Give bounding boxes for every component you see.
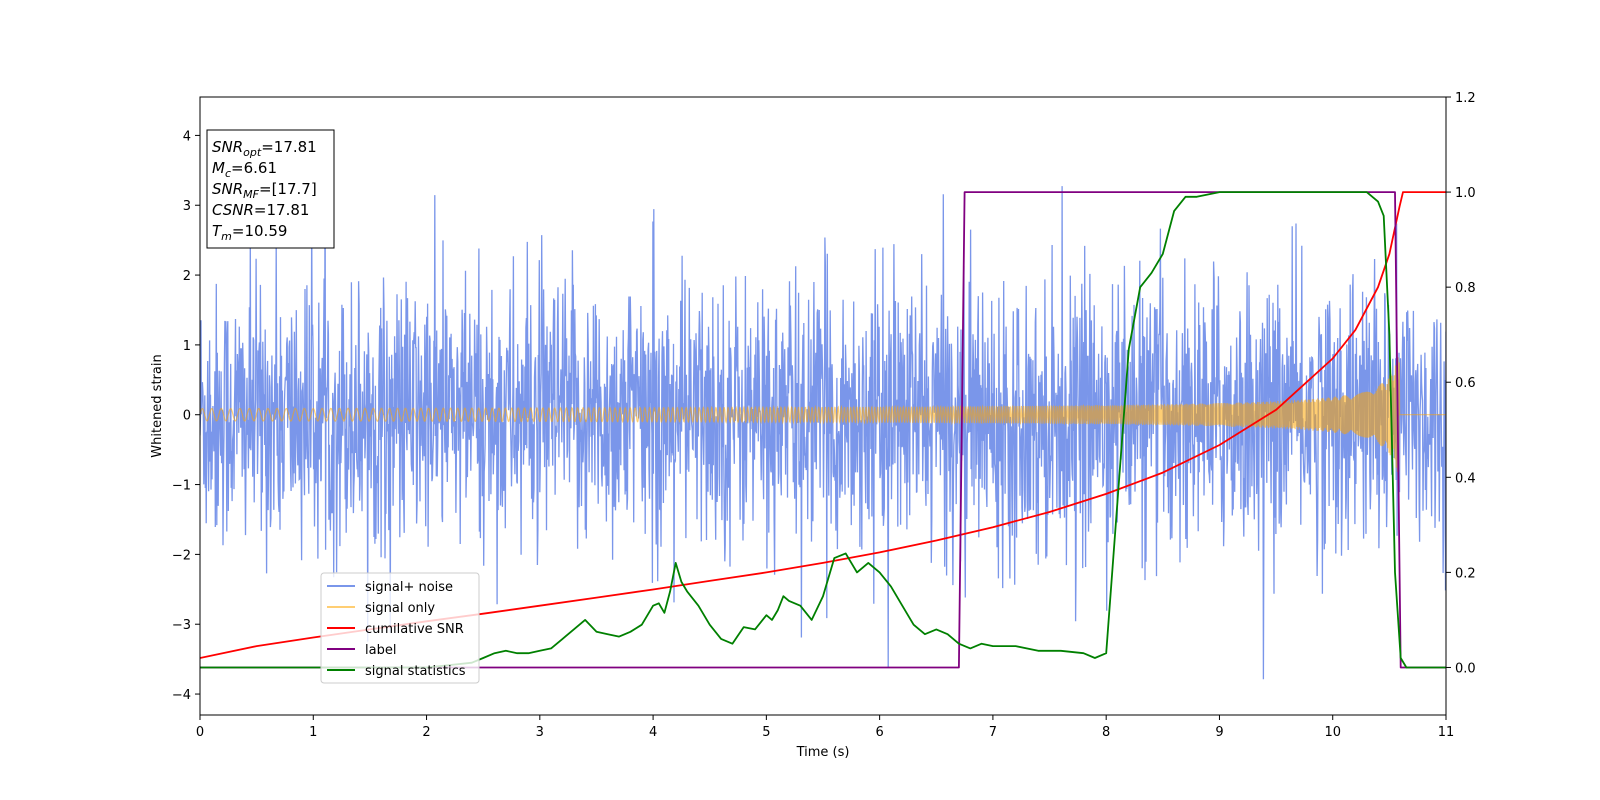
series-signal-only	[200, 357, 1446, 472]
x-tick-label: 2	[422, 725, 430, 740]
y-right-tick-label: 1.0	[1455, 186, 1476, 201]
x-tick-label: 10	[1324, 725, 1341, 740]
info-line: CSNR=17.81	[212, 201, 309, 219]
x-tick-label: 11	[1438, 725, 1455, 740]
info-line: Mc=6.61	[212, 159, 277, 180]
info-line: SNRMF=[17.7]	[212, 180, 317, 201]
y-right-tick-label: 0.2	[1455, 566, 1476, 581]
y-left-tick-label: −2	[172, 548, 191, 563]
legend-frame	[320, 572, 480, 684]
y-left-tick-label: −1	[172, 479, 191, 494]
legend: signal+ noise signal only cumilative SNR la…	[320, 572, 480, 684]
info-box-frame	[206, 129, 335, 249]
y-left-tick-label: −4	[172, 688, 191, 703]
x-tick-label: 0	[196, 725, 204, 740]
legend-label: signal statistics	[365, 664, 466, 679]
x-axis-title: Time (s)	[796, 745, 850, 760]
ticks-layer: 0 1 2 3 4 5 6 7 8 9 10 11 −4 −3 −2 −1 0 1 2 3 4 0.0 0.2 0.4 0.6 0…	[172, 91, 1476, 740]
y-left-tick-label: 0	[183, 409, 191, 424]
y-right-tick-label: 0.4	[1455, 471, 1476, 486]
y-right-tick-label: 1.2	[1455, 91, 1476, 106]
x-tick-label: 8	[1102, 725, 1110, 740]
x-tick-label: 6	[875, 725, 883, 740]
info-line: Tm=10.59	[212, 222, 287, 243]
y-left-tick-label: 2	[183, 269, 191, 284]
y-right-tick-label: 0.8	[1455, 281, 1476, 296]
series-signal-statistics	[200, 191, 1446, 669]
x-tick-label: 5	[762, 725, 770, 740]
y-left-tick-label: −3	[172, 618, 191, 633]
legend-label: label	[365, 643, 396, 658]
x-tick-label: 7	[989, 725, 997, 740]
info-box: SNRopt=17.81Mc=6.61SNRMF=[17.7]CSNR=17.8…	[206, 129, 335, 249]
x-tick-label: 4	[649, 725, 657, 740]
x-tick-label: 9	[1215, 725, 1223, 740]
y-right-tick-label: 0.0	[1455, 661, 1476, 676]
y-left-tick-label: 4	[183, 129, 191, 144]
legend-label: signal only	[365, 601, 435, 616]
legend-label: cumilative SNR	[365, 622, 464, 637]
y-axis-title: Whitened strain	[150, 354, 165, 457]
y-left-tick-label: 1	[183, 339, 191, 354]
y-right-tick-label: 0.6	[1455, 376, 1476, 391]
plot-frame	[199, 96, 1447, 716]
info-line: SNRopt=17.81	[212, 138, 317, 159]
legend-label: signal+ noise	[365, 580, 453, 595]
x-tick-label: 1	[309, 725, 317, 740]
y-left-tick-label: 3	[183, 199, 191, 214]
x-tick-label: 3	[536, 725, 544, 740]
